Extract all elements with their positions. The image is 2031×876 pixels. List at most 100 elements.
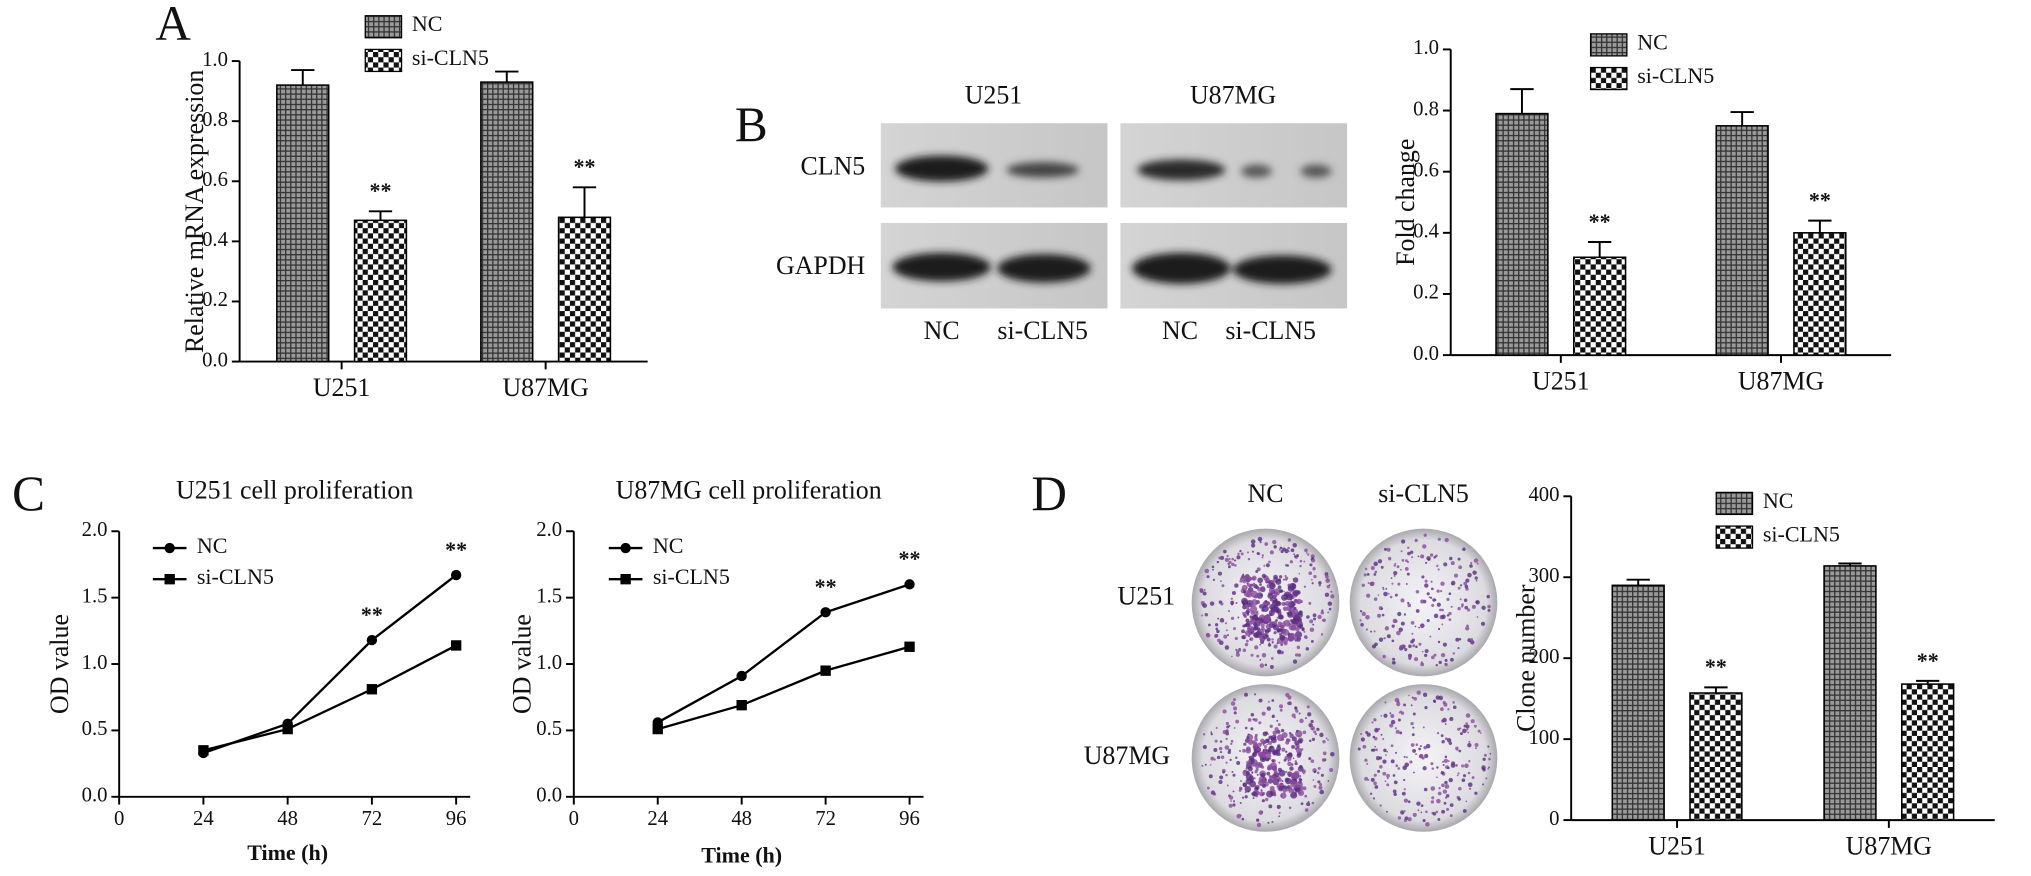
colony — [1306, 615, 1310, 619]
colony — [1448, 618, 1452, 621]
colony — [1489, 752, 1492, 755]
colony — [1457, 586, 1461, 590]
colony — [1267, 821, 1270, 824]
colony — [1451, 761, 1456, 766]
colony — [1298, 774, 1302, 778]
colony — [1448, 592, 1452, 596]
colony — [1271, 759, 1275, 763]
colony — [1319, 783, 1323, 787]
colony — [1260, 738, 1265, 744]
colony — [1437, 640, 1441, 644]
colony — [1379, 764, 1383, 769]
colony — [1311, 582, 1314, 585]
legend-swatch — [1715, 491, 1754, 516]
colony — [1479, 732, 1482, 734]
colony — [1396, 565, 1400, 569]
colony — [1222, 709, 1227, 714]
colony — [1246, 736, 1250, 739]
colony — [1227, 750, 1231, 755]
colony — [1462, 774, 1467, 778]
colony — [1375, 748, 1378, 752]
colony — [1431, 655, 1435, 660]
colony — [1430, 580, 1433, 583]
colony — [1361, 611, 1366, 616]
colony — [1261, 626, 1265, 631]
colony — [1232, 698, 1236, 702]
colony — [1293, 614, 1300, 622]
annotation: ** — [573, 154, 595, 179]
colony — [1488, 757, 1491, 761]
colony — [1470, 637, 1474, 641]
colony — [1439, 608, 1442, 612]
colony — [1455, 763, 1458, 767]
colony — [1299, 778, 1303, 782]
colony — [1330, 590, 1333, 593]
y-tick-label: 1.0 — [82, 652, 108, 674]
colony — [1216, 755, 1221, 760]
colony — [1392, 657, 1396, 661]
colony — [1300, 600, 1303, 603]
colony — [1446, 597, 1450, 602]
colony — [1214, 634, 1218, 638]
y-tick-label: 0.6 — [202, 169, 228, 191]
colony — [1277, 621, 1282, 626]
error-bar — [1808, 219, 1832, 233]
colony — [1242, 748, 1246, 753]
colony — [1467, 771, 1471, 775]
colony — [1440, 590, 1443, 593]
panel-label: D — [1031, 466, 1067, 521]
panel-label: A — [155, 0, 191, 51]
colony — [1243, 614, 1247, 618]
colony — [1220, 602, 1224, 606]
marker — [904, 641, 915, 652]
colony — [1246, 739, 1250, 743]
colony — [1313, 785, 1317, 788]
colony — [1244, 795, 1248, 799]
colony — [1230, 597, 1233, 600]
colony — [1415, 589, 1420, 594]
colony — [1269, 582, 1276, 590]
colony — [1464, 584, 1469, 589]
colony — [1277, 723, 1281, 727]
colony — [1287, 738, 1291, 743]
colony — [1256, 552, 1260, 555]
colony — [1276, 754, 1279, 756]
colony — [1401, 539, 1406, 544]
colony — [1430, 587, 1434, 591]
colony — [1241, 817, 1245, 821]
colony — [1246, 760, 1250, 765]
colony — [1240, 780, 1242, 782]
colony — [1251, 550, 1255, 553]
colony — [1381, 613, 1385, 617]
colony — [1261, 556, 1264, 559]
colony — [1440, 734, 1444, 738]
colony — [1410, 550, 1414, 554]
colony — [1467, 572, 1472, 578]
colony — [1299, 718, 1304, 724]
bar — [557, 216, 612, 363]
colony — [1299, 559, 1303, 563]
colony — [1456, 749, 1459, 751]
colony — [1234, 636, 1238, 641]
colony — [1224, 645, 1230, 650]
colony — [1260, 742, 1263, 745]
lane-label: NC — [1162, 316, 1198, 345]
colony — [1287, 757, 1292, 761]
colony — [1216, 629, 1220, 634]
colony — [1217, 617, 1220, 620]
colony — [1440, 652, 1446, 658]
colony — [1393, 792, 1397, 797]
colony — [1235, 648, 1238, 651]
colony — [1256, 620, 1260, 624]
colony — [1468, 787, 1472, 790]
colony — [1465, 724, 1470, 729]
colony — [1228, 557, 1231, 560]
colony — [1366, 762, 1369, 765]
colony — [1397, 767, 1401, 770]
colony — [1212, 568, 1214, 571]
colony — [1228, 795, 1234, 800]
colony — [1409, 760, 1413, 764]
colony — [1459, 584, 1463, 587]
colony — [1400, 598, 1405, 603]
colony — [1275, 591, 1279, 595]
